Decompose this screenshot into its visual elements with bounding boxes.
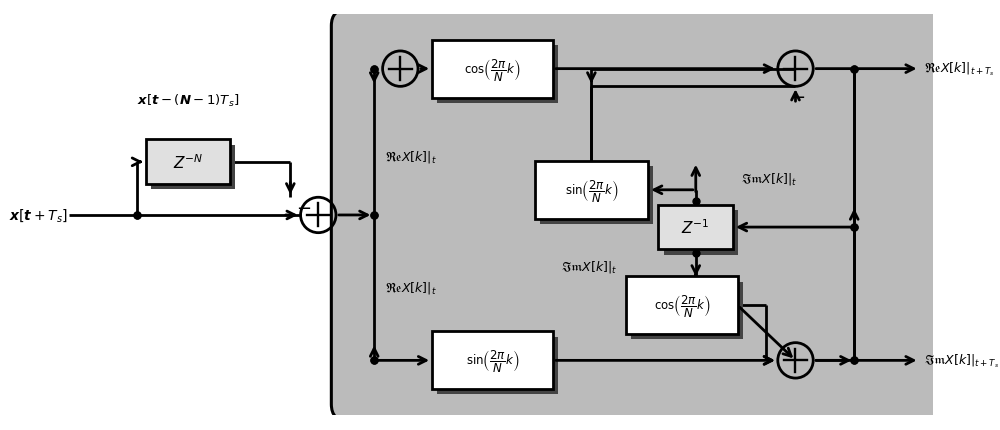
Text: $Z^{-N}$: $Z^{-N}$ bbox=[173, 153, 203, 172]
FancyBboxPatch shape bbox=[146, 140, 230, 185]
FancyBboxPatch shape bbox=[437, 337, 558, 394]
Text: $\mathfrak{Im}X[k]|_{t+T_s}$: $\mathfrak{Im}X[k]|_{t+T_s}$ bbox=[924, 352, 999, 369]
FancyBboxPatch shape bbox=[631, 282, 743, 340]
Text: $-$: $-$ bbox=[790, 86, 805, 104]
Text: $\mathfrak{Im}X[k]|_t$: $\mathfrak{Im}X[k]|_t$ bbox=[561, 258, 617, 275]
Text: $\mathfrak{Re}X[k]|_t$: $\mathfrak{Re}X[k]|_t$ bbox=[385, 279, 437, 295]
FancyBboxPatch shape bbox=[331, 10, 939, 421]
Text: $\boldsymbol{x}\left[\boldsymbol{t}+\boldsymbol{T_s}\right]$: $\boldsymbol{x}\left[\boldsymbol{t}+\bol… bbox=[9, 207, 68, 224]
Text: $\mathfrak{Re}X[k]|_{t+T_s}$: $\mathfrak{Re}X[k]|_{t+T_s}$ bbox=[924, 61, 995, 78]
Text: $\mathfrak{Im}X[k]|_t$: $\mathfrak{Im}X[k]|_t$ bbox=[533, 159, 589, 175]
Text: $\mathfrak{Re}X[k]|_t$: $\mathfrak{Re}X[k]|_t$ bbox=[385, 149, 437, 165]
Text: $Z^{-1}$: $Z^{-1}$ bbox=[681, 218, 710, 237]
FancyBboxPatch shape bbox=[432, 41, 553, 98]
Text: $\boldsymbol{x}\left[\boldsymbol{t}-(\boldsymbol{N}-1)\boldsymbol{T_s}\right]$: $\boldsymbol{x}\left[\boldsymbol{t}-(\bo… bbox=[137, 92, 239, 108]
FancyBboxPatch shape bbox=[535, 162, 648, 219]
Text: $\sin\!\left(\dfrac{2\pi}{N}k\right)$: $\sin\!\left(\dfrac{2\pi}{N}k\right)$ bbox=[565, 178, 618, 203]
FancyBboxPatch shape bbox=[540, 167, 653, 224]
FancyBboxPatch shape bbox=[151, 145, 235, 190]
Text: $-$: $-$ bbox=[296, 197, 311, 215]
FancyBboxPatch shape bbox=[437, 46, 558, 103]
Text: $\cos\!\left(\dfrac{2\pi}{N}k\right)$: $\cos\!\left(\dfrac{2\pi}{N}k\right)$ bbox=[654, 293, 710, 319]
Text: $\sin\!\left(\dfrac{2\pi}{N}k\right)$: $\sin\!\left(\dfrac{2\pi}{N}k\right)$ bbox=[466, 347, 519, 374]
FancyBboxPatch shape bbox=[664, 210, 738, 255]
FancyBboxPatch shape bbox=[626, 277, 738, 335]
FancyBboxPatch shape bbox=[432, 332, 553, 389]
Text: $\mathfrak{Im}X[k]|_t$: $\mathfrak{Im}X[k]|_t$ bbox=[741, 170, 797, 186]
Text: $\cos\!\left(\dfrac{2\pi}{N}k\right)$: $\cos\!\left(\dfrac{2\pi}{N}k\right)$ bbox=[464, 56, 521, 83]
FancyBboxPatch shape bbox=[658, 205, 733, 250]
